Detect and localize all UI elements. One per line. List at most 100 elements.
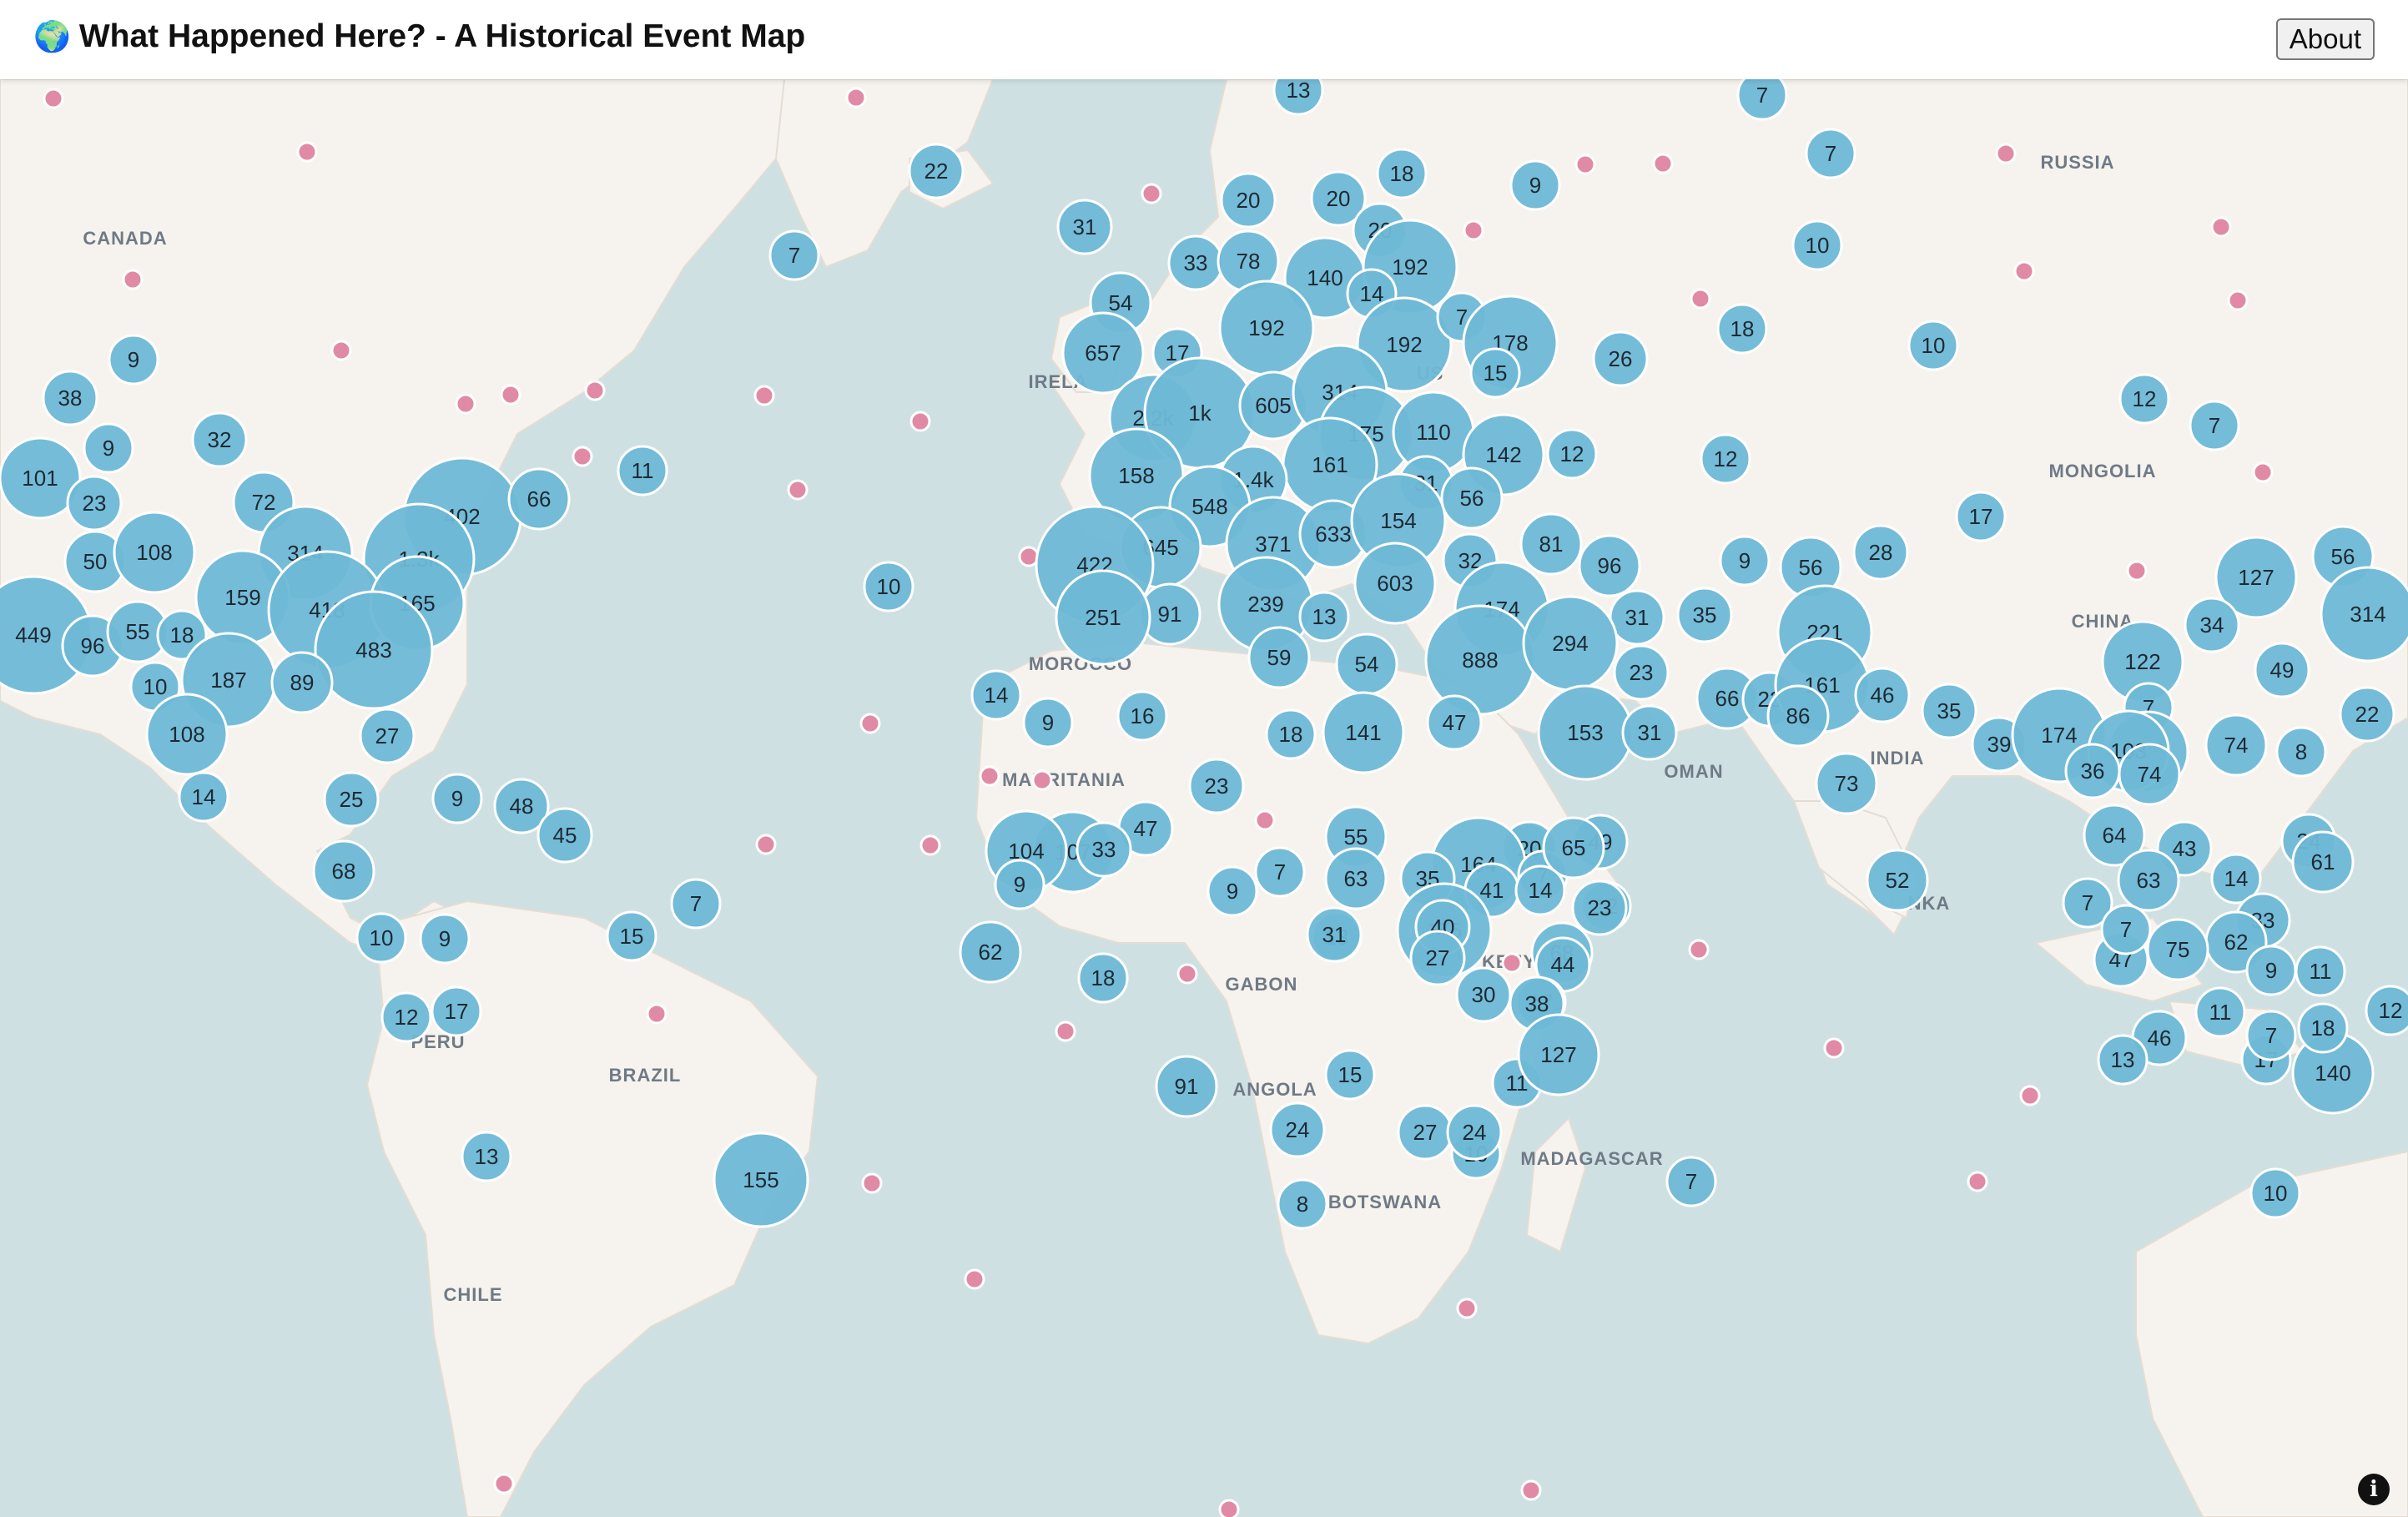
event-cluster[interactable]: 38 (42, 370, 98, 426)
cluster-circle[interactable] (1324, 847, 1388, 910)
event-cluster[interactable]: 23 (66, 475, 123, 532)
event-cluster[interactable]: 1k (1143, 356, 1257, 470)
cluster-circle[interactable] (2210, 853, 2262, 905)
cluster-circle[interactable] (863, 561, 914, 612)
event-cluster[interactable]: 155 (713, 1131, 809, 1228)
cluster-circle[interactable] (1077, 952, 1129, 1004)
cluster-circle[interactable] (431, 985, 482, 1037)
event-marker[interactable] (1141, 183, 1162, 204)
cluster-circle[interactable] (617, 445, 668, 496)
event-cluster[interactable]: 10 (863, 561, 914, 612)
event-marker[interactable] (979, 765, 1000, 787)
cluster-circle[interactable] (1469, 347, 1521, 399)
event-cluster[interactable]: 52 (1866, 849, 1929, 912)
event-marker[interactable] (2227, 290, 2249, 311)
event-cluster[interactable]: 11 (617, 445, 668, 496)
event-marker[interactable] (2019, 1085, 2041, 1106)
event-cluster[interactable]: 56 (1779, 536, 1842, 599)
cluster-circle[interactable] (606, 910, 657, 962)
event-marker[interactable] (296, 141, 318, 163)
event-cluster[interactable]: 7 (1805, 128, 1856, 179)
cluster-circle[interactable] (1852, 524, 1909, 581)
cluster-circle[interactable] (1324, 1049, 1376, 1101)
event-cluster[interactable]: 7 (1665, 1156, 1717, 1207)
cluster-circle[interactable] (461, 1131, 512, 1182)
cluster-circle[interactable] (1376, 148, 1428, 199)
cluster-circle[interactable] (2100, 904, 2152, 955)
event-cluster[interactable]: 23 (1613, 644, 1670, 701)
event-marker[interactable] (2013, 260, 2035, 282)
cluster-circle[interactable] (670, 878, 722, 930)
event-cluster[interactable]: 66 (507, 467, 571, 531)
event-marker[interactable] (646, 1003, 667, 1025)
cluster-circle[interactable] (1719, 535, 1771, 587)
event-cluster[interactable]: 22 (2339, 686, 2395, 743)
cluster-circle[interactable] (2339, 686, 2395, 743)
cluster-circle[interactable] (1188, 758, 1245, 814)
cluster-circle[interactable] (493, 778, 550, 834)
event-cluster[interactable]: 9 (1022, 697, 1074, 748)
cluster-circle[interactable] (1578, 534, 1641, 597)
event-cluster[interactable]: 96 (1578, 534, 1641, 597)
cluster-circle[interactable] (2184, 597, 2240, 653)
cluster-circle[interactable] (2204, 713, 2268, 777)
event-cluster[interactable]: 7 (1254, 846, 1306, 898)
cluster-circle[interactable] (0, 436, 82, 520)
cluster-circle[interactable] (713, 1131, 809, 1228)
event-marker[interactable] (755, 834, 777, 855)
cluster-circle[interactable] (2097, 1034, 2149, 1086)
event-cluster[interactable]: 61 (2291, 830, 2355, 894)
event-cluster[interactable]: 81 (1519, 512, 1583, 576)
cluster-circle[interactable] (537, 807, 593, 864)
event-cluster[interactable]: 122 (2101, 620, 2184, 703)
event-marker[interactable] (787, 479, 809, 501)
event-marker[interactable] (572, 446, 593, 467)
event-cluster[interactable]: 192 (1218, 280, 1315, 376)
event-cluster[interactable]: 49 (2254, 642, 2310, 698)
event-marker[interactable] (1995, 143, 2017, 164)
event-marker[interactable] (964, 1268, 985, 1290)
cluster-circle[interactable] (1409, 930, 1466, 986)
event-cluster[interactable]: 64 (2083, 804, 2146, 867)
cluster-circle[interactable] (1277, 1178, 1328, 1230)
cluster-circle[interactable] (42, 370, 98, 426)
event-cluster[interactable]: 127 (2214, 536, 2298, 619)
event-cluster[interactable]: 12 (2365, 985, 2408, 1036)
event-marker[interactable] (1967, 1171, 1988, 1192)
event-cluster[interactable]: 68 (312, 839, 375, 903)
event-cluster[interactable]: 28 (1852, 524, 1909, 581)
event-cluster[interactable]: 7 (670, 878, 722, 930)
event-cluster[interactable]: 54 (1335, 633, 1398, 696)
event-cluster[interactable]: 14 (1514, 864, 1566, 916)
cluster-circle[interactable] (1509, 159, 1561, 211)
cluster-circle[interactable] (1353, 542, 1437, 625)
event-cluster[interactable]: 633 (1298, 499, 1368, 569)
event-marker[interactable] (1055, 1021, 1076, 1042)
event-cluster[interactable]: 294 (1522, 595, 1619, 692)
event-cluster[interactable]: 20 (1310, 170, 1367, 227)
event-cluster[interactable]: 108 (145, 693, 229, 776)
cluster-circle[interactable] (145, 693, 229, 776)
cluster-circle[interactable] (1546, 428, 1598, 480)
cluster-circle[interactable] (1440, 466, 1504, 530)
cluster-circle[interactable] (1247, 626, 1311, 689)
cluster-circle[interactable] (1815, 752, 1878, 815)
event-cluster[interactable]: 12 (1546, 428, 1598, 480)
cluster-circle[interactable] (908, 143, 965, 199)
event-marker[interactable] (1652, 153, 1674, 174)
event-marker[interactable] (845, 87, 867, 108)
cluster-circle[interactable] (108, 334, 159, 386)
cluster-circle[interactable] (2291, 830, 2355, 894)
event-cluster[interactable]: 657 (1061, 311, 1145, 395)
event-cluster[interactable]: 8 (1277, 1178, 1328, 1230)
event-cluster[interactable]: 26 (1592, 330, 1649, 387)
cluster-circle[interactable] (419, 913, 471, 965)
cluster-circle[interactable] (1907, 320, 1959, 371)
event-cluster[interactable]: 23 (1188, 758, 1245, 814)
event-cluster[interactable]: 31 (1621, 704, 1678, 761)
event-cluster[interactable]: 25 (323, 771, 380, 828)
event-cluster[interactable]: 158 (1088, 427, 1185, 524)
event-marker[interactable] (909, 411, 931, 432)
cluster-circle[interactable] (1076, 821, 1132, 878)
